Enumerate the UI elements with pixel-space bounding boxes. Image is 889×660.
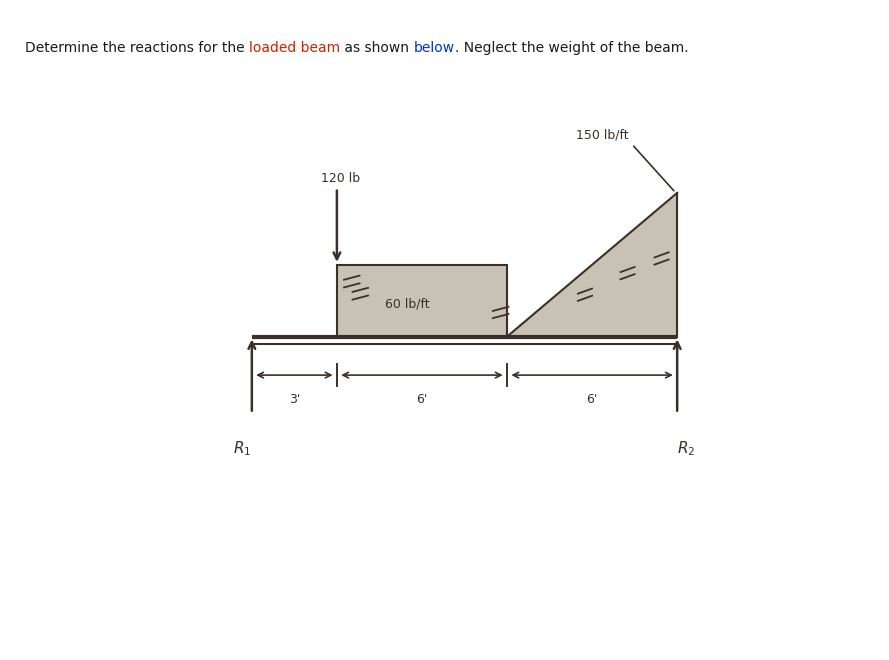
Text: . Neglect the weight of the beam.: . Neglect the weight of the beam. <box>454 40 688 55</box>
Text: 6': 6' <box>587 393 597 406</box>
Text: Determine the reactions for the: Determine the reactions for the <box>25 40 249 55</box>
Text: 60 lb/ft: 60 lb/ft <box>385 298 429 311</box>
Text: loaded beam: loaded beam <box>249 40 340 55</box>
Text: $R_2$: $R_2$ <box>677 440 695 458</box>
Text: 6': 6' <box>416 393 428 406</box>
Text: 3': 3' <box>289 393 300 406</box>
Text: $R_1$: $R_1$ <box>233 440 251 458</box>
Text: below: below <box>413 40 454 55</box>
Text: 150 lb/ft: 150 lb/ft <box>576 129 629 141</box>
Polygon shape <box>507 193 677 337</box>
Text: 120 lb: 120 lb <box>321 172 360 185</box>
Text: as shown: as shown <box>340 40 413 55</box>
Bar <box>337 265 507 337</box>
